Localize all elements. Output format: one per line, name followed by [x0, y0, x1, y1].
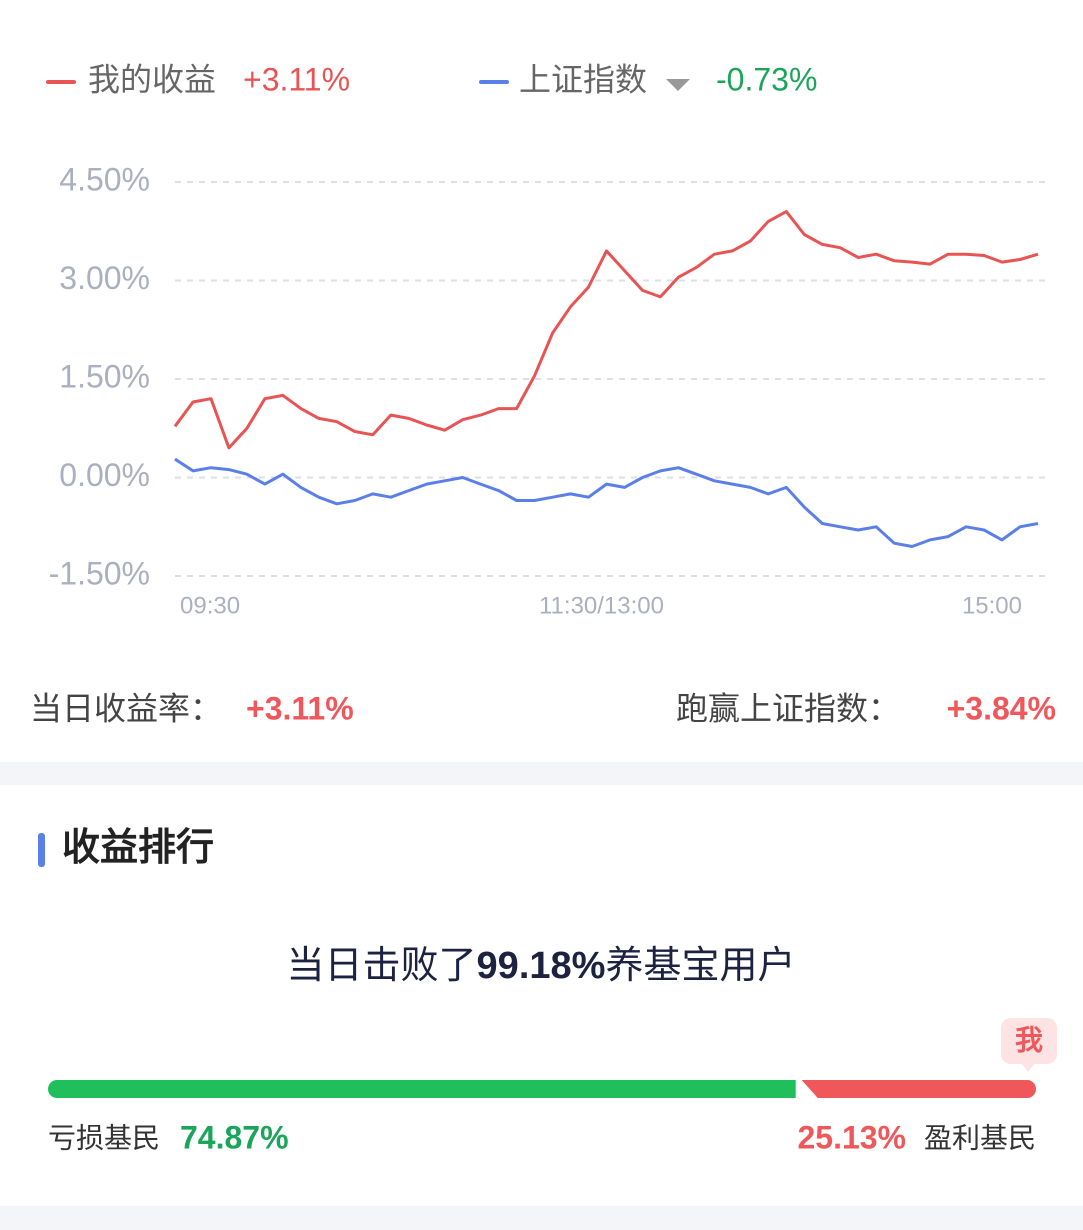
stat-value: +3.11%	[246, 690, 354, 726]
y-tick-label: 4.50%	[59, 161, 150, 197]
y-tick-label: -1.50%	[49, 555, 150, 591]
loss-label: 亏损基民	[48, 1122, 160, 1153]
stat-value: +3.84%	[947, 690, 1056, 726]
separator	[0, 1206, 1083, 1230]
beat-text: 当日击败了99.18%养基宝用户	[287, 945, 796, 987]
profit-value: 25.13%	[797, 1119, 906, 1155]
dropdown-icon[interactable]	[666, 79, 690, 91]
legend-value: +3.11%	[243, 61, 350, 97]
profit-bar	[801, 1080, 1036, 1098]
x-tick-label: 11:30/13:00	[539, 592, 664, 619]
legend-label: 我的收益	[88, 61, 216, 97]
series-line	[174, 457, 1039, 548]
x-tick-label: 15:00	[962, 592, 1022, 619]
legend-label[interactable]: 上证指数	[519, 61, 647, 97]
y-tick-label: 1.50%	[59, 358, 150, 394]
beat-prefix: 当日击败了	[287, 945, 477, 987]
me-label: 我	[1015, 1024, 1043, 1055]
y-tick-label: 0.00%	[59, 457, 150, 493]
x-tick-label: 09:30	[180, 592, 240, 619]
loss-value: 74.87%	[180, 1119, 289, 1155]
section-marker	[38, 833, 45, 867]
beat-value: 99.18%	[477, 945, 606, 987]
y-tick-label: 3.00%	[59, 260, 150, 296]
loss-bar	[48, 1080, 796, 1098]
profit-label: 盈利基民	[924, 1122, 1036, 1153]
me-bubble	[1001, 1018, 1057, 1064]
me-pointer	[1022, 1064, 1034, 1072]
section-title: 收益排行	[62, 827, 214, 869]
stat-label: 当日收益率：	[30, 690, 222, 726]
beat-suffix: 养基宝用户	[605, 945, 795, 987]
series-line	[173, 210, 1039, 450]
separator	[0, 762, 1083, 785]
legend-value: -0.73%	[716, 61, 817, 97]
stat-label: 跑赢上证指数：	[676, 690, 900, 726]
